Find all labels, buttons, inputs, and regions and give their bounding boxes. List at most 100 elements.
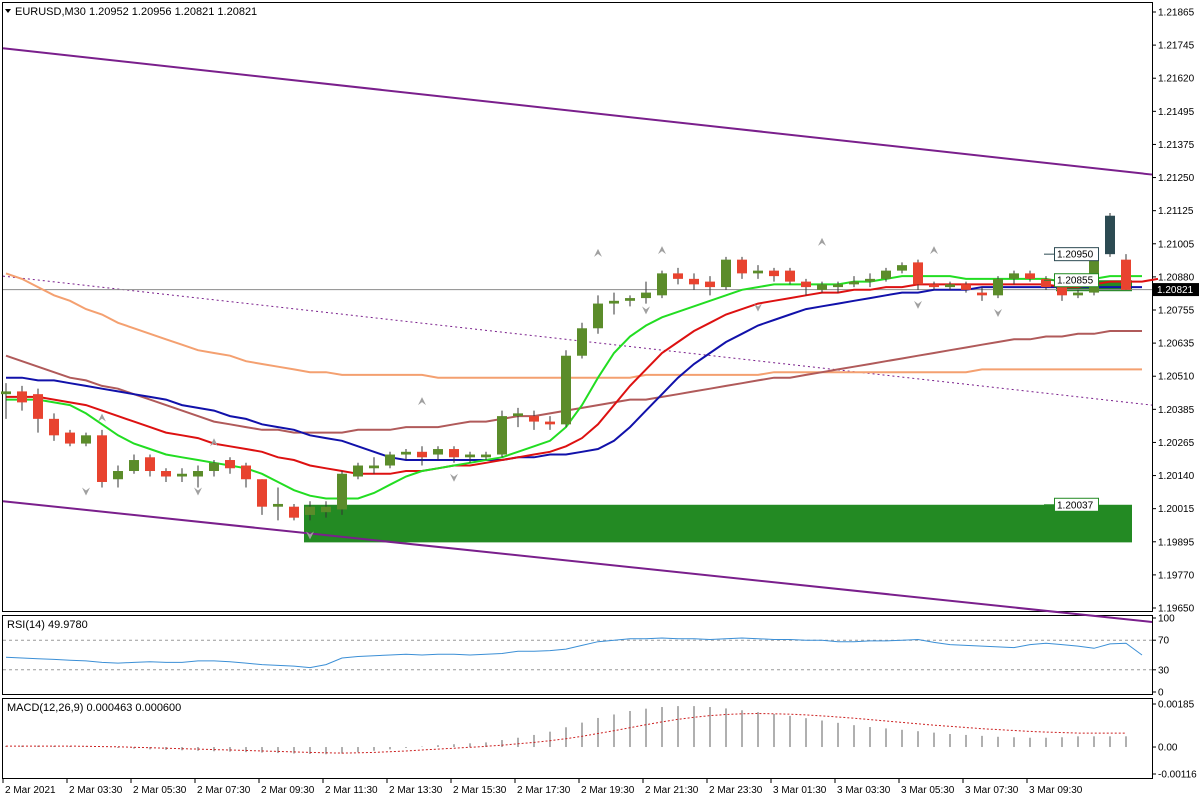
macd-plot bbox=[5, 706, 1127, 755]
bull-candle bbox=[881, 270, 891, 279]
chart-header[interactable]: EURUSD,M30 1.20952 1.20956 1.20821 1.208… bbox=[5, 6, 257, 18]
bear-candle bbox=[929, 284, 939, 288]
price-tick-label: 1.20265 bbox=[1158, 438, 1195, 449]
bear-candle bbox=[977, 292, 987, 296]
bear-candle bbox=[769, 270, 779, 277]
bull-candle bbox=[577, 328, 587, 356]
bull-candle bbox=[369, 465, 379, 469]
rsi-tick-label: 30 bbox=[1158, 665, 1170, 676]
channel-line bbox=[2, 47, 1153, 176]
bull-candle bbox=[641, 292, 651, 299]
bull-candle bbox=[401, 451, 411, 455]
bull-candle bbox=[337, 473, 347, 510]
price-tick-label: 1.19650 bbox=[1158, 604, 1195, 615]
bull-candle bbox=[513, 413, 523, 417]
bear-candle bbox=[161, 471, 171, 477]
bear-candle bbox=[17, 391, 27, 403]
time-tick-label: 2 Mar 09:30 bbox=[261, 785, 315, 796]
bear-candle bbox=[257, 479, 267, 507]
bull-candle bbox=[897, 265, 907, 271]
rsi-tick-label: 70 bbox=[1158, 636, 1170, 647]
fractal-up-icon bbox=[658, 246, 666, 255]
bull-candle bbox=[305, 506, 315, 515]
bull-candle bbox=[193, 471, 203, 477]
triangle-down-icon[interactable] bbox=[5, 9, 11, 13]
time-tick-label: 2 Mar 13:30 bbox=[389, 785, 443, 796]
price-tick-label: 1.21865 bbox=[1158, 8, 1195, 19]
time-tick-label: 3 Mar 01:30 bbox=[773, 785, 827, 796]
macd-tick-label: 0.00 bbox=[1158, 743, 1178, 754]
bull-candle bbox=[321, 506, 331, 513]
fractal-down-icon bbox=[754, 303, 762, 312]
price-tick-label: 1.21125 bbox=[1158, 206, 1194, 217]
bull-candle bbox=[945, 284, 955, 288]
fractal-down-icon bbox=[642, 306, 650, 315]
macd-tick-label: 0.00185 bbox=[1158, 700, 1195, 711]
time-tick-label: 2 Mar 19:30 bbox=[581, 785, 635, 796]
price-tick-label: 1.21375 bbox=[1158, 140, 1195, 151]
moving-average-brown bbox=[5, 330, 1142, 434]
time-tick-label: 3 Mar 09:30 bbox=[1029, 785, 1083, 796]
bull-candle bbox=[113, 471, 123, 480]
price-tag-label: 1.20950 bbox=[1057, 250, 1094, 261]
price-tag-label: 1.20855 bbox=[1057, 276, 1094, 287]
fractal-down-icon bbox=[306, 531, 314, 540]
rsi-line bbox=[5, 637, 1143, 669]
fractal-down-icon bbox=[82, 487, 90, 496]
time-tick-label: 2 Mar 2021 bbox=[5, 785, 56, 796]
bull-candle bbox=[353, 465, 363, 477]
price-tick-label: 1.20140 bbox=[1158, 471, 1195, 482]
rsi-plot bbox=[3, 637, 1152, 671]
symbol-ohlc-label: EURUSD,M30 1.20952 1.20956 1.20821 1.208… bbox=[15, 6, 257, 18]
price-tick-label: 1.21745 bbox=[1158, 41, 1195, 52]
bear-candle bbox=[961, 284, 971, 290]
price-tick-label: 1.20635 bbox=[1158, 339, 1195, 350]
bull-candle bbox=[1073, 292, 1083, 296]
fractal-down-icon bbox=[450, 473, 458, 482]
moving-average-blue bbox=[6, 286, 1142, 461]
bull-candle bbox=[993, 278, 1003, 296]
time-tick-label: 3 Mar 03:30 bbox=[837, 785, 891, 796]
price-tag bbox=[1054, 247, 1099, 262]
price-tick-label: 1.20015 bbox=[1158, 504, 1195, 515]
bull-candle bbox=[721, 259, 731, 288]
bear-candle bbox=[49, 418, 59, 436]
bear-candle bbox=[225, 460, 235, 469]
fractal-up-icon bbox=[98, 413, 106, 422]
price-tick-label: 1.20880 bbox=[1158, 272, 1195, 283]
bull-candle bbox=[481, 454, 491, 458]
current-price-tag bbox=[1153, 283, 1199, 297]
fractal-up-icon bbox=[818, 237, 826, 246]
bull-candle bbox=[849, 281, 859, 285]
bull-candle bbox=[465, 454, 475, 458]
bear-candle bbox=[1057, 287, 1067, 296]
bear-candle bbox=[417, 451, 427, 458]
bear-candle bbox=[289, 506, 299, 518]
bull-candle bbox=[385, 454, 395, 466]
bull-candle bbox=[657, 273, 667, 296]
bear-candle bbox=[241, 465, 251, 480]
price-plot bbox=[1, 47, 1159, 623]
time-tick-label: 2 Mar 03:30 bbox=[69, 785, 123, 796]
bear-candle bbox=[33, 394, 43, 419]
macd-pane-frame bbox=[2, 698, 1153, 779]
time-tick-label: 3 Mar 05:30 bbox=[901, 785, 955, 796]
bull-candle bbox=[209, 462, 219, 472]
price-tag bbox=[1054, 497, 1099, 512]
bear-candle bbox=[145, 457, 155, 472]
bear-candle bbox=[1041, 278, 1051, 288]
bull-candle bbox=[561, 355, 571, 425]
fractal-up-icon bbox=[594, 248, 602, 257]
bear-candle bbox=[545, 421, 555, 425]
macd-label: MACD(12,26,9) 0.000463 0.000600 bbox=[7, 702, 181, 714]
time-tick-label: 2 Mar 21:30 bbox=[645, 785, 699, 796]
bear-candle bbox=[801, 281, 811, 288]
rsi-tick-label: 0 bbox=[1158, 688, 1164, 699]
time-tick-label: 2 Mar 23:30 bbox=[709, 785, 763, 796]
bull-candle bbox=[177, 473, 187, 477]
bull-candle bbox=[1105, 215, 1115, 255]
bear-candle bbox=[705, 281, 715, 288]
fractal-down-icon bbox=[994, 309, 1002, 318]
rsi-label: RSI(14) 49.9780 bbox=[7, 619, 88, 631]
